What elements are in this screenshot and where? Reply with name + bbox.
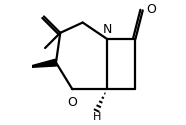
Text: N: N [103, 23, 112, 36]
Text: O: O [67, 96, 77, 109]
Polygon shape [30, 59, 57, 67]
Text: O: O [146, 3, 156, 16]
Text: H: H [93, 112, 101, 122]
